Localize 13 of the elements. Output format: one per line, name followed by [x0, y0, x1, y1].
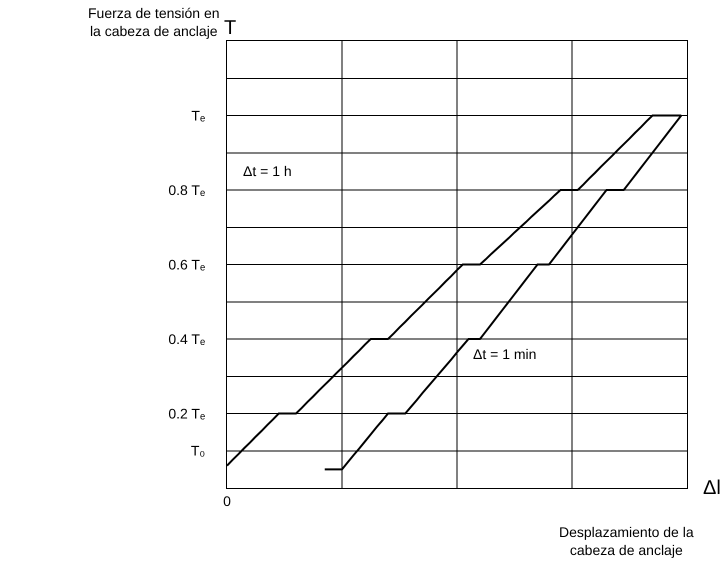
y-tick-label: 0.6 Tₑ: [168, 256, 206, 272]
x-tick-label: 0: [223, 492, 232, 509]
text: Desplazamiento de la cabeza de anclaje: [559, 524, 694, 558]
y-tick-label: Tₑ: [191, 107, 206, 124]
annotation: Δt = 1 h: [243, 163, 292, 179]
y-tick-label: 0.8 Tₑ: [168, 182, 206, 198]
y-tick-label: 0.2 Tₑ: [168, 405, 206, 422]
y-tick-label: 0.4 Tₑ: [168, 330, 206, 347]
x-axis-title: Δl: [703, 477, 721, 499]
annotation: Δt = 1 min: [473, 346, 536, 362]
y-axis-title: T: [224, 17, 236, 39]
text: Fuerza de tensión en la cabeza de anclaje: [88, 5, 220, 40]
y-tick-label: T₀: [190, 442, 206, 459]
